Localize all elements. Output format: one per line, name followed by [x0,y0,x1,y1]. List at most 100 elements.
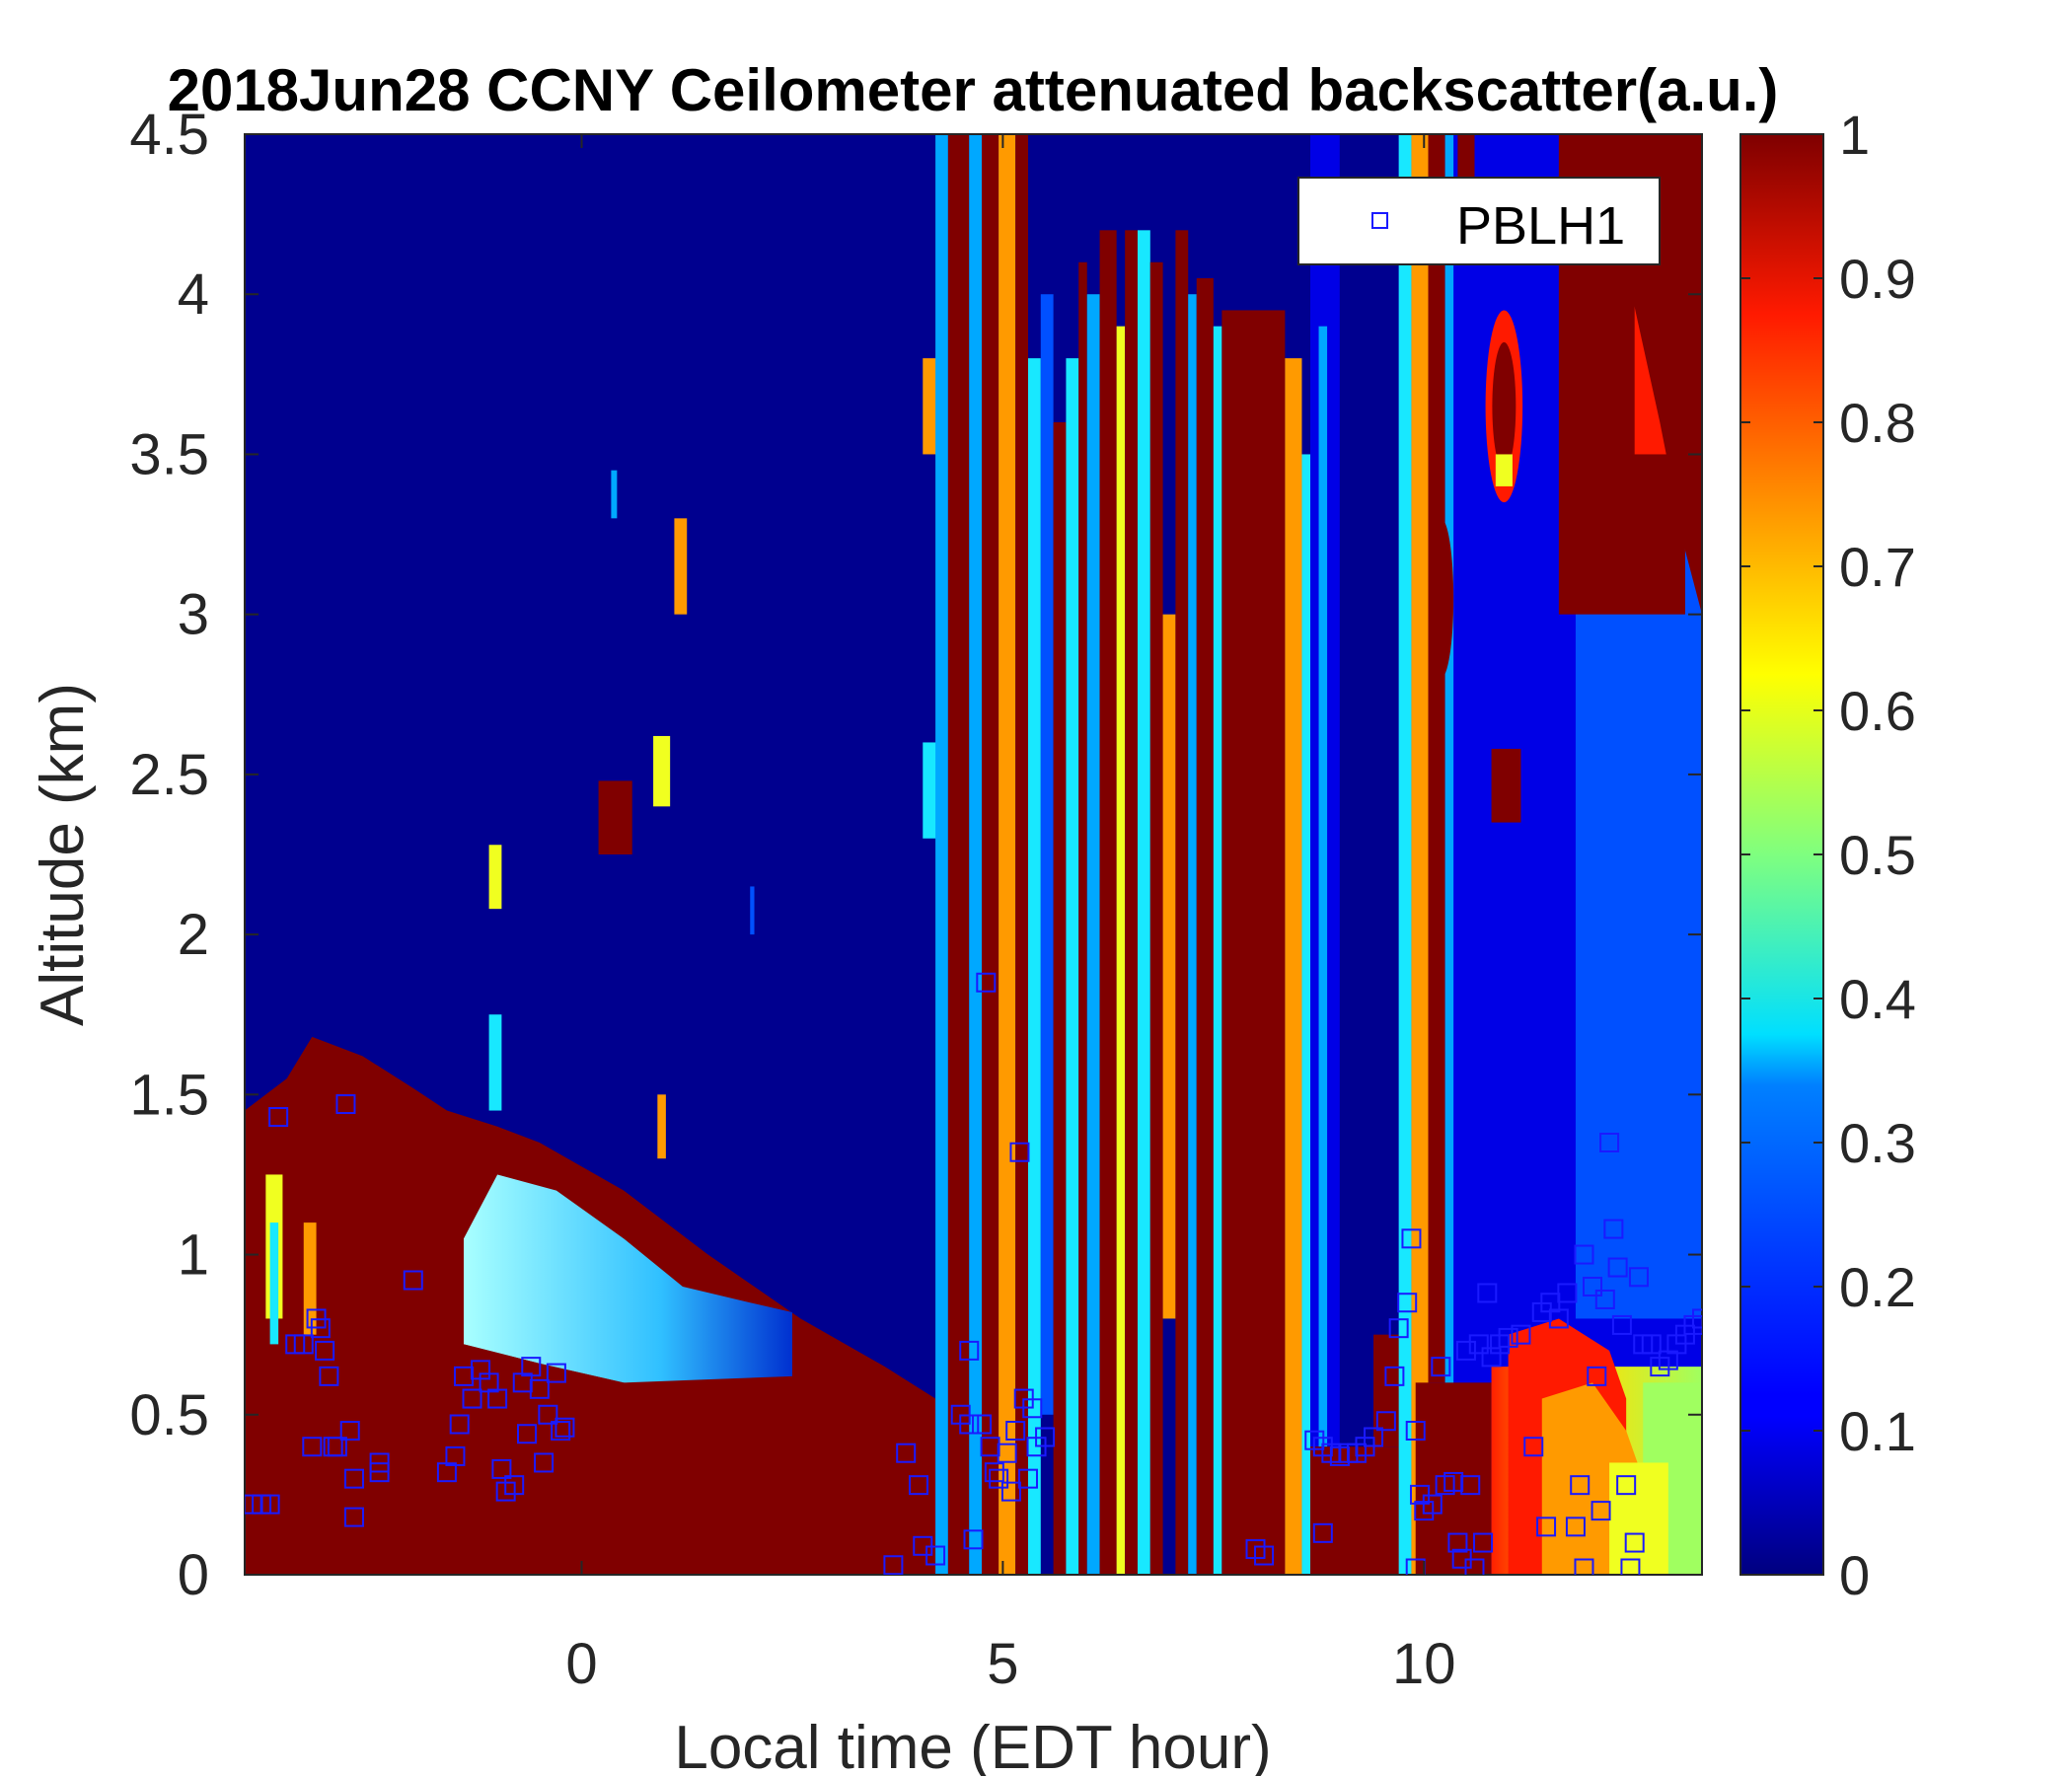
pblh-marker [1009,1142,1030,1162]
pblh-marker [1565,1517,1586,1537]
pblh-markers [245,972,1702,1575]
precipitation-curtain [1015,134,1028,1575]
legend-entry-pblh1: PBLH1 [1456,196,1625,256]
precipitation-curtain [1027,358,1041,1575]
y-tick-label: 1 [178,1223,209,1288]
precipitation-curtain [1099,230,1117,1575]
pblh-marker [504,1475,525,1496]
pblh-marker [1574,1558,1594,1575]
pblh-marker [327,1437,347,1457]
pblh-marker [546,1363,566,1383]
pblh-marker [1397,1293,1418,1313]
precipitation-curtain [1213,326,1222,1575]
heatmap-cell [1428,134,1445,1383]
y-tick-label: 0 [178,1543,209,1607]
heatmap-cell [1411,134,1429,1575]
colorbar-tick-label: 0.7 [1839,536,1916,598]
colorbar-tick-label: 0.4 [1839,968,1916,1030]
colorbar [1739,133,1824,1576]
pblh-marker [1591,1501,1611,1521]
pblh-marker [1583,1277,1603,1296]
precipitation-curtain [982,134,999,1575]
pblh-marker [1616,1475,1637,1496]
colorbar-tick-label: 0.6 [1839,680,1916,742]
pblh-marker [268,1107,289,1128]
legend-marker-square-icon [1371,212,1388,229]
colorbar-ticks: 0 0.1 0.2 0.3 0.4 0.5 0.6 0.7 0.8 0.9 1 [1740,104,1916,1606]
backscatter-heatmap [245,134,1702,1575]
pblh-marker [963,1529,984,1550]
pblh-marker [462,1388,482,1409]
precipitation-curtain [1116,326,1126,1575]
y-tick-label: 4.5 [129,103,209,167]
heatmap-cell [488,1014,502,1111]
precipitation-curtain [1125,230,1138,1575]
pblh-marker [1624,1532,1645,1553]
pblh-marker [1464,1558,1485,1575]
heatmap-cell [653,735,671,807]
x-axis: 0 5 10 [565,134,1456,1696]
precipitation-curtain [1040,294,1054,1415]
precipitation-curtain [935,134,948,1575]
pblh-marker [1401,1228,1422,1249]
heatmap-region [1567,134,1702,615]
precipitation-curtain [969,134,983,1575]
pblh-marker [551,1421,571,1441]
precipitation-curtain [1078,261,1087,1575]
pblh-marker [1574,1244,1594,1265]
pblh-marker [972,1414,993,1435]
pblh-marker [1447,1532,1468,1553]
pblh-marker [1431,1357,1451,1377]
pblh-marker [1017,1468,1038,1489]
residual-layer-band [463,1174,792,1383]
y-tick-label: 3 [178,583,209,647]
legend: PBLH1 [1297,177,1661,265]
pblh-marker [909,1475,929,1496]
pblh-marker [959,1414,980,1435]
pblh-marker [1468,1334,1489,1355]
precipitation-curtain [1086,294,1100,1575]
pblh-marker [1460,1475,1481,1496]
precipitation-curtain [1053,422,1067,1575]
heatmap-cell [1609,1462,1668,1575]
surface-layer-region [463,1344,936,1575]
pblh-marker [984,1462,1004,1483]
pblh-marker [1603,1219,1624,1239]
pblh-marker [1523,1437,1544,1457]
plot-frame [244,133,1703,1576]
heatmap-cell [598,780,632,854]
pblh-marker [1000,1481,1021,1502]
pblh-marker [989,1468,1009,1489]
pblh-marker [403,1270,423,1291]
pblh-marker [1641,1334,1662,1355]
pblh-marker [1587,1366,1607,1386]
pblh-marker [1364,1427,1384,1447]
x-tick-label: 5 [987,1632,1018,1696]
pblh-marker [538,1404,558,1425]
colorbar-tick-label: 0.2 [1839,1256,1916,1318]
precipitation-curtain [1188,294,1197,1575]
pblh-marker [1477,1283,1498,1303]
colorbar-tick-label: 0.9 [1839,248,1916,310]
pblh-marker [1254,1545,1275,1566]
colorbar-tick-label: 0.8 [1839,392,1916,454]
y-axis-label: Altitude (km) [29,683,97,1026]
precipitation-curtain [1196,278,1214,1575]
pblh-marker [1536,1517,1557,1537]
precipitation-curtain [1137,230,1150,1575]
legend-box [1297,177,1661,265]
heatmap-cell [1318,326,1328,1447]
y-axis: 0 0.5 1 1.5 2 2.5 3 3.5 4 4.5 [129,103,1702,1607]
pblh-marker [1473,1532,1494,1553]
heatmap-cell [674,518,688,615]
colorbar-tick-label: 0.3 [1839,1112,1916,1174]
heatmap-cell [611,470,618,519]
precipitation-curtain [999,134,1016,1575]
pblh-marker [521,1357,542,1377]
heatmap-cell [1495,454,1513,486]
colorbar-tick-label: 0 [1839,1544,1870,1606]
pblh-marker [1692,1308,1702,1329]
precipitation-curtain [1221,310,1286,1575]
pblh-marker [1455,1340,1476,1361]
